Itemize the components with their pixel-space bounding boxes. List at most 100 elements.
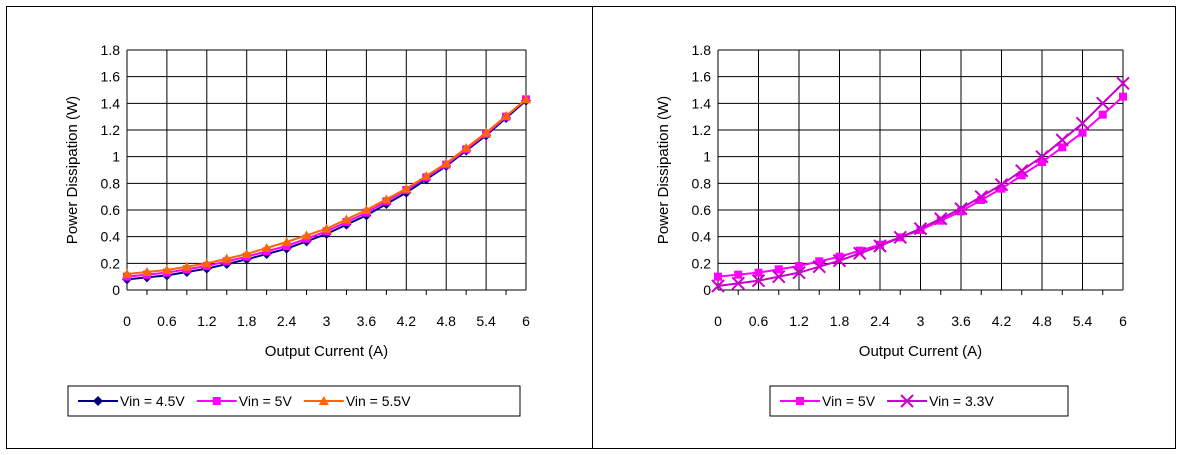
data-point-marker-b <box>731 276 745 291</box>
data-point-marker <box>141 267 152 276</box>
data-point-marker <box>754 268 763 277</box>
data-point-marker <box>954 201 968 216</box>
data-point-marker <box>792 265 806 280</box>
data-point-marker-b <box>934 211 948 226</box>
y-tick-label: 1.4 <box>101 95 121 111</box>
data-point-marker <box>835 252 844 261</box>
chart-right: 0 0.6 1.2 1.8 2.4 3 3.6 4.2 4.8 5.4 6 0 0.2 0.4 0.6 0.8… <box>655 42 1130 417</box>
x-tick-label: 3.6 <box>357 313 377 329</box>
legend-marker <box>93 396 103 406</box>
data-point-marker <box>714 272 722 281</box>
data-point-marker <box>1038 158 1046 166</box>
data-point-marker <box>341 214 352 224</box>
y-tick-label: 0.4 <box>101 229 121 245</box>
data-point-marker <box>855 246 864 255</box>
data-point-marker <box>1075 116 1090 131</box>
x-tick-label: 1.2 <box>789 313 809 329</box>
data-point-marker-b <box>1116 76 1130 91</box>
data-point-marker <box>893 230 907 245</box>
y-tick-label: 0.2 <box>692 255 712 271</box>
data-point-marker-b <box>832 253 847 268</box>
y-tick-label: 1.8 <box>101 42 121 58</box>
y-tick-label: 0 <box>703 282 711 298</box>
legend-label: Vin = 5.5V <box>346 393 411 409</box>
data-point-marker <box>974 189 988 204</box>
x-axis-title: Output Current (A) <box>265 343 388 360</box>
legend-box <box>67 385 521 417</box>
data-point-marker <box>1078 128 1087 137</box>
data-point-marker <box>795 262 803 270</box>
data-point-marker <box>401 183 412 193</box>
data-point-marker-b <box>954 201 968 216</box>
x-tick-label: 0.6 <box>749 313 769 329</box>
y-tick-label: 1.4 <box>692 95 712 111</box>
y-tick-label: 1.2 <box>101 122 121 138</box>
data-point-marker <box>1116 76 1130 91</box>
data-point-marker <box>461 143 472 152</box>
data-point-marker <box>321 223 332 233</box>
legend-marker <box>900 394 914 408</box>
data-point-marker-b <box>994 177 1009 192</box>
legend-marker-b <box>900 394 914 408</box>
x-tick-label: 1.8 <box>237 313 257 329</box>
legend-label: Vin = 5V <box>239 393 293 409</box>
data-point-marker-b <box>792 265 806 280</box>
y-tick-label: 1.6 <box>101 69 121 85</box>
data-point-marker <box>853 246 867 261</box>
data-point-marker <box>221 253 232 263</box>
data-point-marker <box>241 249 252 258</box>
data-point-marker-b <box>1035 149 1049 164</box>
figure-frame <box>6 6 1176 449</box>
data-point-marker-b <box>751 273 766 288</box>
legend-label: Vin = 3.3V <box>929 393 994 409</box>
data-point-marker <box>161 265 172 274</box>
y-tick-label: 1.8 <box>692 42 712 58</box>
data-point-marker <box>1119 92 1127 101</box>
data-point-marker <box>201 258 212 268</box>
y-tick-label: 0.8 <box>692 175 712 191</box>
data-point-marker <box>731 276 745 291</box>
data-point-marker <box>994 177 1009 192</box>
legend-marker <box>318 396 329 405</box>
data-point-marker <box>957 207 965 216</box>
y-tick-label: 0 <box>112 282 120 298</box>
x-axis-title: Output Current (A) <box>859 343 982 360</box>
data-point-marker <box>913 221 928 236</box>
data-point-marker <box>481 127 492 137</box>
x-tick-label: 3 <box>917 313 925 329</box>
data-point-marker <box>934 211 948 226</box>
data-point-marker <box>1096 96 1110 111</box>
y-tick-label: 1.2 <box>692 122 712 138</box>
x-tick-label: 1.8 <box>830 313 850 329</box>
data-point-marker <box>501 111 512 120</box>
legend-label: Vin = 5V <box>822 393 876 409</box>
x-tick-label: 5.4 <box>476 313 496 329</box>
data-point-marker <box>521 94 531 104</box>
legend-label: Vin = 4.5V <box>120 393 185 409</box>
x-tick-label: 5.4 <box>1073 313 1093 329</box>
y-tick-label: 0.4 <box>692 229 712 245</box>
x-tick-label: 2.4 <box>870 313 890 329</box>
data-point-marker <box>772 269 786 284</box>
x-tick-label: 0 <box>714 313 722 329</box>
data-point-marker <box>1058 143 1067 152</box>
data-point-marker <box>421 171 432 180</box>
data-point-marker-b <box>1055 133 1069 147</box>
x-tick-label: 4.2 <box>992 313 1012 329</box>
x-tick-label: 6 <box>522 313 530 329</box>
y-tick-label: 1 <box>112 149 120 165</box>
data-point-marker <box>832 253 847 268</box>
data-point-marker-b <box>1075 116 1090 131</box>
data-point-marker <box>711 279 725 293</box>
data-point-marker <box>734 270 743 279</box>
x-tick-label: 4.8 <box>436 313 456 329</box>
data-point-marker <box>997 184 1006 193</box>
data-point-marker-b <box>913 221 928 236</box>
data-point-marker-b <box>873 239 887 253</box>
y-tick-label: 0.8 <box>101 175 121 191</box>
data-point-marker <box>774 265 783 274</box>
x-tick-label: 3 <box>323 313 331 329</box>
data-point-marker <box>936 216 945 225</box>
data-point-marker <box>1015 163 1029 178</box>
data-point-marker <box>441 158 452 168</box>
